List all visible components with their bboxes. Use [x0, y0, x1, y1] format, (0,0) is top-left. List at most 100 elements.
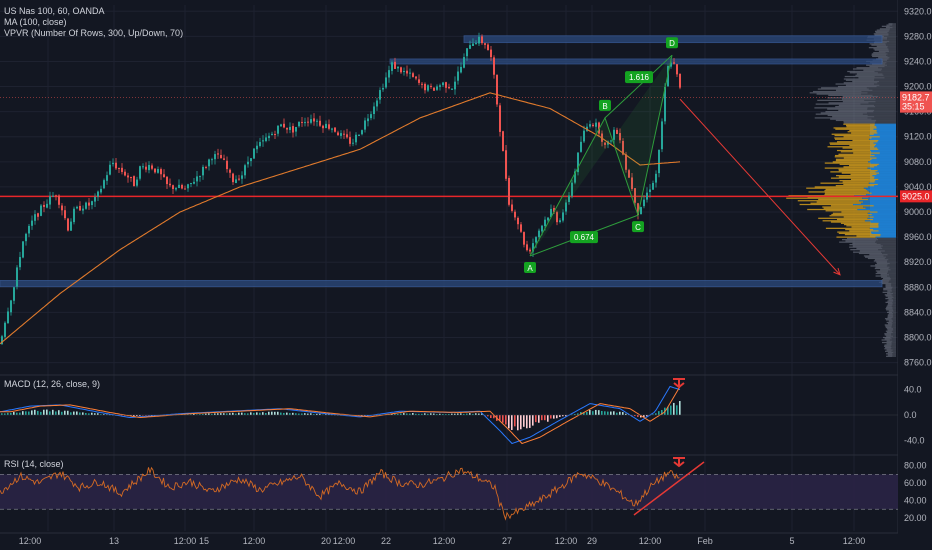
- candle-body: [331, 128, 333, 130]
- macd-histogram-bar: [670, 405, 672, 415]
- volume-bar-down: [875, 236, 896, 238]
- candle-body: [148, 164, 150, 171]
- candle-body: [202, 166, 204, 176]
- volume-bar-down: [877, 183, 896, 186]
- rsi-title[interactable]: RSI (14, close): [4, 459, 64, 469]
- volume-bar-up: [837, 85, 877, 88]
- macd-histogram-bar: [619, 411, 621, 415]
- macd-histogram-bar: [673, 402, 675, 415]
- macd-histogram-bar: [490, 415, 492, 419]
- candle-body: [19, 257, 21, 268]
- time-axis-label-14: 5: [789, 536, 794, 546]
- macd-histogram-bar: [232, 412, 234, 415]
- projection-arrow[interactable]: [679, 98, 841, 276]
- candle-body: [103, 180, 105, 189]
- volume-bar-up: [797, 200, 860, 202]
- volume-bar-down: [891, 289, 896, 291]
- volume-bar-up: [850, 249, 879, 251]
- volume-bar-down: [886, 62, 896, 64]
- candle-body: [475, 42, 477, 44]
- macd-histogram-bar: [34, 409, 36, 415]
- volume-bar-up: [888, 310, 894, 312]
- macd-title[interactable]: MACD (12, 26, close, 9): [4, 379, 101, 389]
- macd-histogram-bar: [76, 411, 78, 415]
- volume-bar-down: [889, 57, 896, 59]
- macd-histogram-bar: [574, 414, 576, 415]
- candle-body: [631, 177, 633, 189]
- candle-body: [499, 105, 501, 132]
- volume-bar-down: [892, 340, 896, 342]
- volume-bar-down: [891, 346, 896, 349]
- volume-bar-up: [882, 341, 892, 344]
- candle-body: [277, 125, 279, 134]
- volume-bar-down: [889, 40, 896, 43]
- candle-body: [637, 203, 639, 216]
- volume-bar-up: [887, 329, 894, 331]
- harmonic-pattern[interactable]: A B C D 0.674 1.616: [524, 37, 678, 273]
- candle-body: [127, 175, 129, 178]
- volume-bar-up: [886, 306, 893, 309]
- volume-bar-down: [861, 202, 896, 204]
- candle-body: [625, 154, 627, 170]
- volume-bar-down: [887, 45, 896, 48]
- volume-bar-down: [867, 107, 896, 109]
- volume-bar-up: [836, 175, 873, 177]
- volume-bar-up: [884, 338, 892, 340]
- volume-bar-down: [885, 52, 896, 54]
- macd-histogram-bar: [40, 411, 42, 415]
- volume-bar-down: [880, 233, 896, 236]
- volume-bar-down: [875, 144, 896, 147]
- macd-histogram-bar: [301, 413, 303, 415]
- volume-bar-up: [810, 202, 862, 204]
- ma-legend[interactable]: MA (100, close): [4, 17, 67, 27]
- volume-bar-down: [865, 188, 896, 191]
- time-axis-label-11: 29: [587, 536, 597, 546]
- grid-layer: [0, 0, 932, 534]
- volume-bar-up: [886, 328, 894, 330]
- volume-bar-down: [860, 103, 896, 105]
- volume-bar-down: [892, 355, 896, 357]
- volume-bar-down: [875, 122, 896, 124]
- volume-bar-down: [859, 200, 896, 202]
- volume-bar-down: [887, 275, 896, 277]
- ratio-label-0: 0.674: [574, 233, 595, 242]
- candle-body: [271, 133, 273, 136]
- candle-body: [46, 203, 48, 208]
- macd-histogram-bar: [622, 412, 624, 415]
- price-axis-label-8: 9000.0: [904, 207, 932, 217]
- volume-bar-up: [856, 235, 881, 237]
- macd-histogram-bar: [235, 413, 237, 415]
- macd-histogram-bar: [100, 414, 102, 415]
- candle-body: [13, 287, 15, 301]
- volume-bar-down: [890, 348, 896, 350]
- volume-bar-down: [882, 247, 896, 250]
- candle-body: [151, 165, 153, 169]
- volume-bar-up: [847, 131, 877, 133]
- macd-histogram-bar: [565, 415, 567, 417]
- volume-bar-up: [887, 316, 893, 319]
- volume-bar-up: [882, 336, 891, 339]
- volume-bar-up: [823, 207, 866, 209]
- volume-bar-down: [877, 141, 896, 143]
- volume-bar-down: [893, 310, 896, 312]
- candle-body: [490, 49, 492, 58]
- volume-bar-up: [849, 246, 882, 248]
- candle-body: [115, 162, 117, 169]
- volume-bar-up: [863, 69, 882, 71]
- volume-bar-up: [830, 177, 874, 179]
- macd-histogram-bar: [658, 411, 660, 415]
- macd-histogram-bar: [613, 411, 615, 415]
- volume-bar-up: [874, 30, 889, 32]
- volume-bar-down: [873, 111, 896, 113]
- volume-bar-up: [831, 213, 872, 216]
- macd-histogram-bar: [247, 413, 249, 415]
- volume-bar-down: [890, 269, 896, 271]
- macd-histogram-bar: [487, 415, 489, 417]
- vpvr-legend[interactable]: VPVR (Number Of Rows, 300, Up/Down, 70): [4, 28, 184, 38]
- volume-bar-down: [876, 119, 896, 122]
- symbol-title[interactable]: US Nas 100, 60, OANDA: [4, 6, 105, 16]
- volume-bar-up: [827, 97, 871, 99]
- volume-bar-down: [884, 77, 896, 79]
- volume-bar-down: [892, 26, 896, 29]
